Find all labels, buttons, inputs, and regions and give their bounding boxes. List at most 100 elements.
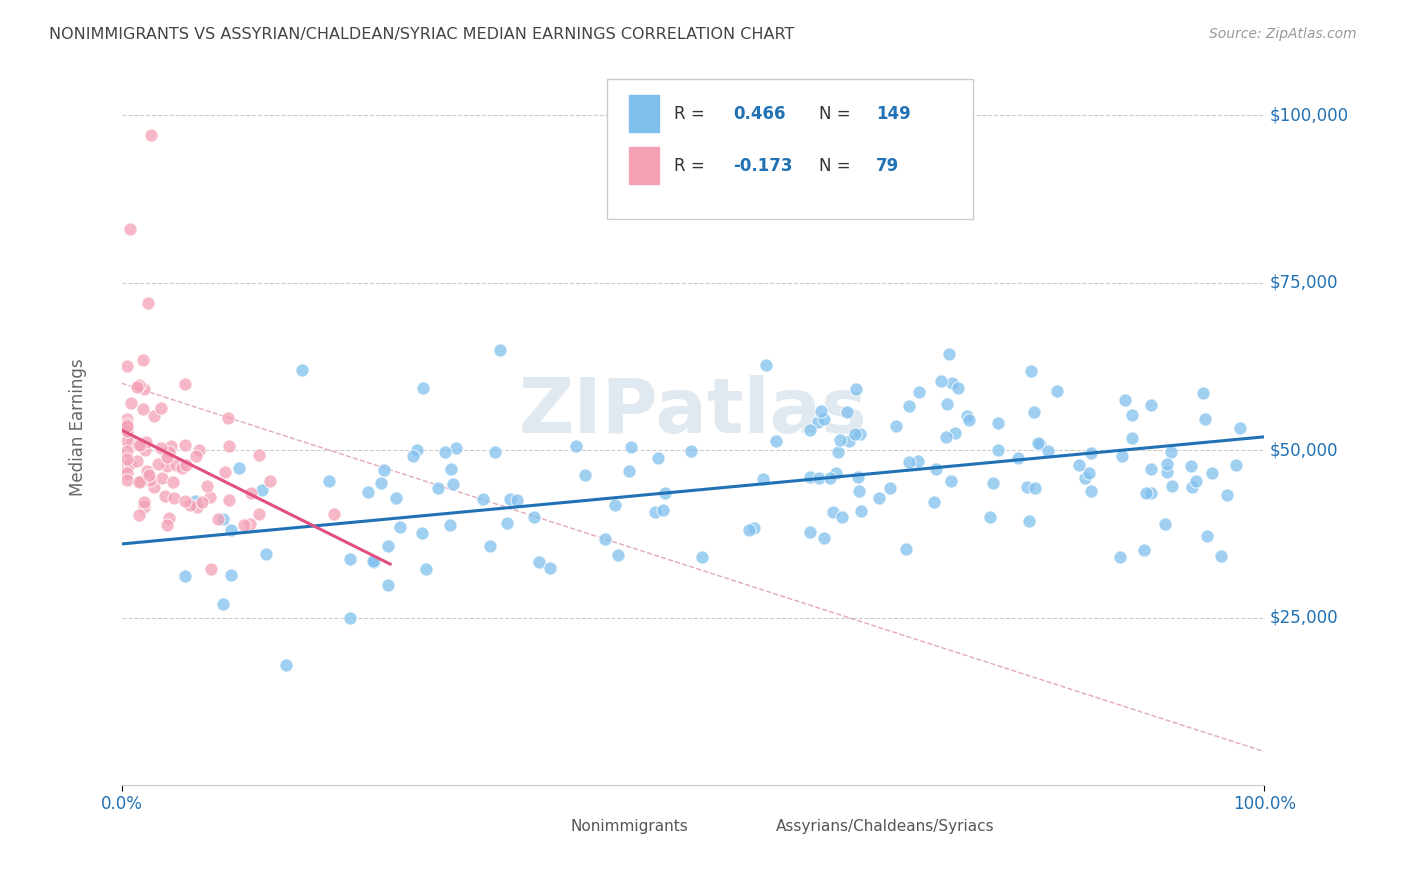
Point (157, 445, 180, 459)
Point (117, 451, 139, 466)
Point (807, 415, 830, 429)
Point (824, 466, 846, 480)
Point (218, 493, 240, 508)
Point (377, 539, 399, 553)
Point (943, 425, 966, 440)
Point (898, 455, 921, 469)
Point (1160, 478, 1182, 492)
Point (132, 500, 155, 514)
Point (1139, 398, 1161, 412)
Point (172, 461, 194, 475)
Point (957, 413, 980, 427)
Point (174, 458, 197, 472)
Point (527, 555, 550, 569)
Point (830, 433, 852, 447)
Point (117, 473, 139, 487)
Point (402, 449, 425, 463)
Text: R =: R = (673, 104, 710, 123)
Point (1156, 457, 1178, 471)
Point (523, 509, 546, 524)
Point (484, 445, 506, 459)
Point (593, 533, 616, 547)
Point (654, 485, 676, 500)
Point (228, 460, 250, 475)
Point (155, 459, 177, 474)
Point (357, 485, 380, 500)
Point (922, 495, 945, 509)
Point (946, 381, 969, 395)
Point (868, 491, 890, 505)
Point (1181, 480, 1204, 494)
Point (844, 427, 866, 442)
Point (1216, 488, 1239, 502)
Point (1194, 412, 1216, 426)
Point (1160, 445, 1182, 459)
Point (157, 511, 180, 525)
Point (1191, 386, 1213, 401)
Point (149, 401, 172, 415)
Point (1109, 549, 1132, 564)
Point (620, 440, 643, 454)
Point (941, 474, 963, 488)
Text: Source: ZipAtlas.com: Source: ZipAtlas.com (1209, 27, 1357, 41)
Point (1135, 486, 1157, 500)
Point (200, 562, 222, 576)
Text: 149: 149 (876, 104, 911, 123)
Point (190, 495, 212, 509)
Point (799, 525, 821, 540)
Point (908, 384, 931, 399)
Point (219, 568, 242, 582)
Point (132, 401, 155, 416)
Text: R =: R = (673, 157, 710, 175)
Point (218, 439, 240, 453)
Point (127, 438, 149, 452)
Point (434, 444, 457, 458)
Point (807, 470, 830, 484)
Text: $75,000: $75,000 (1270, 274, 1339, 292)
Point (239, 516, 262, 531)
Point (135, 435, 157, 450)
Point (941, 376, 963, 391)
Point (606, 548, 628, 562)
Point (117, 419, 139, 434)
Point (120, 222, 142, 236)
Point (987, 442, 1010, 457)
Point (200, 490, 222, 504)
Point (117, 417, 139, 431)
Point (138, 468, 160, 483)
Point (896, 541, 918, 556)
Point (574, 468, 596, 483)
Point (134, 442, 156, 457)
Point (838, 434, 860, 449)
Point (274, 657, 297, 672)
Text: Median Earnings: Median Earnings (69, 358, 87, 496)
Point (929, 374, 952, 388)
Point (121, 435, 143, 450)
Point (128, 508, 150, 522)
Point (1036, 444, 1059, 458)
Point (136, 465, 159, 479)
Point (363, 555, 385, 569)
Point (184, 449, 207, 463)
Point (849, 504, 872, 518)
Point (1211, 549, 1233, 563)
Point (426, 481, 449, 495)
Point (128, 475, 150, 490)
Point (156, 451, 179, 466)
Point (1111, 449, 1133, 463)
Point (1121, 431, 1143, 445)
Point (439, 518, 461, 533)
Point (156, 450, 179, 464)
Point (846, 469, 869, 483)
Point (173, 568, 195, 582)
Point (163, 491, 186, 505)
FancyBboxPatch shape (628, 94, 659, 133)
Point (195, 479, 218, 493)
Point (128, 377, 150, 392)
Point (142, 480, 165, 494)
Point (738, 523, 761, 537)
Point (117, 359, 139, 374)
Point (117, 420, 139, 434)
Point (495, 516, 517, 530)
Point (813, 531, 835, 545)
